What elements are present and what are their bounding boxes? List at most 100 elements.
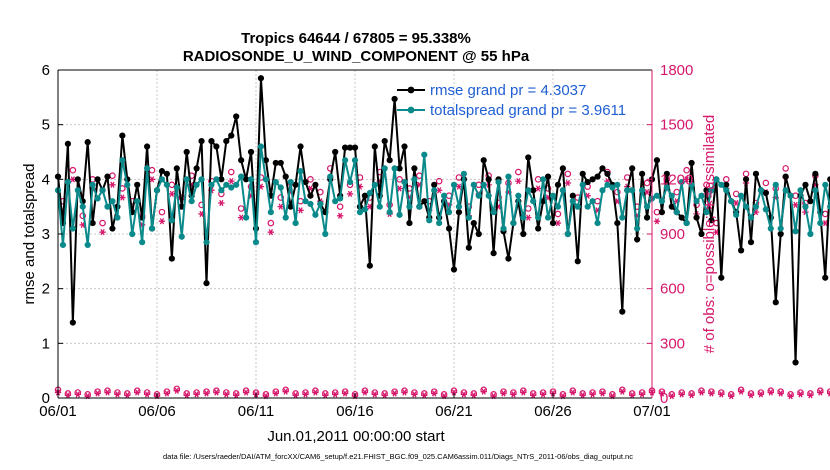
y-tick-label-right: 600 <box>660 281 685 298</box>
spread-point <box>114 214 121 221</box>
spread-point <box>564 230 571 238</box>
obs-assimilated-point <box>500 390 507 397</box>
obs-assimilated-point <box>232 392 240 399</box>
obs-assimilated-point <box>267 229 275 236</box>
obs-possible-point <box>643 179 651 187</box>
spread-point <box>109 198 116 205</box>
y-tick-label-right: 0 <box>660 390 668 407</box>
obs-assimilated-point <box>228 178 235 185</box>
spread-point <box>416 203 423 210</box>
spread-point <box>317 200 324 208</box>
spread-point <box>287 178 294 186</box>
obs-assimilated-point <box>658 390 666 397</box>
x-tick-label: 06/26 <box>534 403 572 420</box>
rmse-point <box>480 157 487 164</box>
obs-assimilated-point <box>688 392 695 399</box>
obs-assimilated-point <box>817 389 824 396</box>
spread-point <box>356 209 364 216</box>
spread-point <box>589 198 596 205</box>
rmse-point <box>84 139 91 146</box>
rmse-point <box>450 266 458 273</box>
spread-point <box>653 192 661 199</box>
spread-point <box>69 225 76 232</box>
spread-point <box>292 219 299 227</box>
obs-possible-point <box>237 205 245 212</box>
obs-assimilated-point <box>173 387 181 394</box>
obs-assimilated-point <box>708 390 715 397</box>
rmse-point <box>554 181 562 188</box>
rmse-point <box>653 157 661 164</box>
spread-point <box>470 181 477 188</box>
rmse-point <box>406 219 413 227</box>
rmse-point <box>742 176 750 183</box>
y-axis-left-label: rmse and totalspread <box>21 164 38 305</box>
obs-assimilated-point <box>777 390 784 397</box>
obs-assimilated-point <box>747 392 755 399</box>
obs-assimilated-point <box>411 391 418 398</box>
rmse-point <box>144 143 151 150</box>
obs-assimilated-point <box>797 391 804 398</box>
rmse-point <box>639 170 646 177</box>
rmse-point <box>262 157 269 164</box>
spread-point <box>346 178 354 186</box>
spread-point <box>445 209 453 216</box>
obs-assimilated-point <box>599 390 606 397</box>
spread-point <box>757 187 765 194</box>
spread-point <box>277 184 284 191</box>
obs-assimilated-point <box>698 389 705 396</box>
spread-point <box>797 187 804 194</box>
spread-point <box>619 214 626 221</box>
spread-point <box>807 230 814 238</box>
obs-possible-point <box>158 208 166 216</box>
obs-assimilated-point <box>460 391 468 398</box>
obs-assimilated-point <box>767 389 774 396</box>
obs-assimilated-point <box>341 390 349 397</box>
rmse-point <box>802 181 809 188</box>
obs-assimilated-point <box>277 203 284 210</box>
rmse-point <box>599 165 606 172</box>
legend-marker-spread <box>407 106 415 114</box>
spread-point <box>322 230 329 238</box>
spread-point <box>525 187 532 194</box>
obs-assimilated-point <box>683 176 690 183</box>
rmse-point <box>386 157 393 164</box>
spread-point <box>124 181 131 188</box>
obs-assimilated-point <box>183 392 190 399</box>
rmse-point <box>827 176 830 183</box>
obs-assimilated-point <box>534 185 542 192</box>
obs-possible-point <box>762 179 770 187</box>
spread-point <box>262 176 269 183</box>
spread-point <box>327 173 334 180</box>
spread-point <box>505 173 512 180</box>
rmse-point <box>629 165 636 172</box>
rmse-point <box>470 219 477 227</box>
spread-point <box>267 209 274 216</box>
spread-point <box>535 214 542 221</box>
x-tick-label: 06/21 <box>435 403 473 420</box>
spread-point <box>158 176 166 183</box>
rmse-point <box>604 170 611 177</box>
rmse-point <box>718 274 725 281</box>
spread-point <box>74 187 81 194</box>
spread-point <box>455 203 463 210</box>
spread-point <box>401 178 408 186</box>
rmse-point <box>401 143 408 150</box>
spread-point <box>332 198 339 205</box>
obs-assimilated-point <box>119 194 126 201</box>
spread-point <box>391 165 398 172</box>
obs-assimilated-point <box>431 390 438 397</box>
spread-point <box>634 225 641 232</box>
rmse-point <box>228 132 235 139</box>
rmse-point <box>198 137 205 145</box>
rmse-point <box>292 181 299 188</box>
spread-point <box>351 157 359 164</box>
spread-point <box>228 184 235 191</box>
obs-possible-point <box>336 203 344 210</box>
spread-point <box>663 184 670 191</box>
spread-point <box>257 143 265 150</box>
obs-possible-point <box>826 388 830 395</box>
obs-assimilated-point <box>520 389 527 396</box>
rmse-point <box>594 173 601 180</box>
rmse-point <box>109 225 116 232</box>
spread-point <box>312 211 319 218</box>
